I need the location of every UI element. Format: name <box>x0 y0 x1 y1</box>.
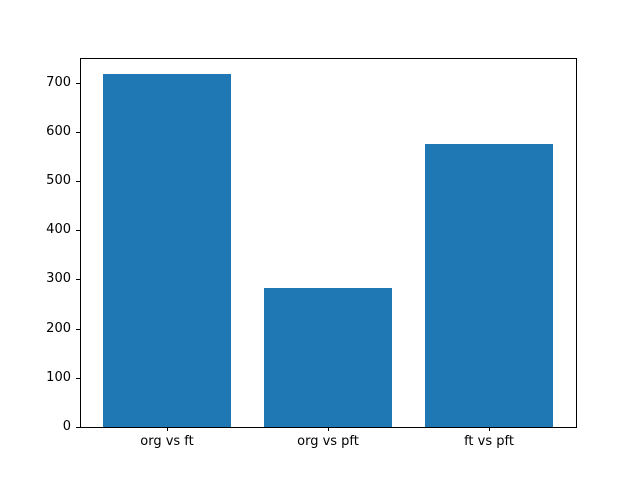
x-tick-label: org vs pft <box>297 434 359 449</box>
y-tick-label: 500 <box>46 173 71 188</box>
y-tick-label: 200 <box>46 320 71 336</box>
y-tick-mark <box>76 279 80 281</box>
y-tick-label: 0 <box>62 419 71 434</box>
bar-org-vs-ft <box>102 74 232 427</box>
y-tick-label: 700 <box>46 74 71 90</box>
y-tick-label: 300 <box>46 271 71 287</box>
y-tick-mark <box>76 427 80 428</box>
y-tick-label: 600 <box>46 123 71 139</box>
y-tick-label: 400 <box>46 222 71 238</box>
x-tick-mark <box>328 427 329 431</box>
x-tick-label: org vs ft <box>140 434 194 449</box>
y-tick-mark <box>76 377 80 379</box>
y-tick-mark <box>76 181 80 182</box>
y-tick-mark <box>76 328 80 330</box>
y-tick-mark <box>76 230 80 232</box>
y-tick-mark <box>76 131 80 133</box>
x-tick-label: ft vs pft <box>464 434 514 449</box>
x-tick-mark <box>489 427 490 431</box>
y-tick-label: 100 <box>46 369 71 385</box>
bar-ft-vs-pft <box>424 143 554 427</box>
y-tick-mark <box>76 82 80 84</box>
bar-org-vs-pft <box>263 287 393 427</box>
x-tick-mark <box>167 427 168 431</box>
